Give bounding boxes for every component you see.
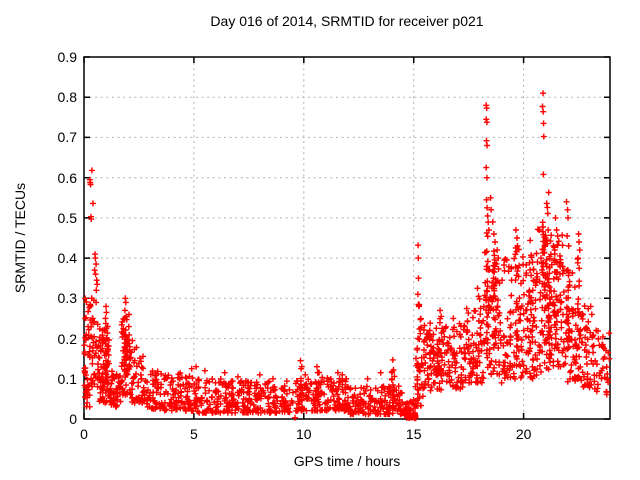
y-tick-label: 0.7 [57, 129, 77, 146]
x-tick-label: 5 [189, 426, 198, 442]
x-axis-label: GPS time / hours [293, 453, 401, 469]
x-tick-label: 15 [405, 426, 422, 442]
y-tick-label: 0.2 [57, 330, 77, 347]
y-tick-label: 0.5 [57, 209, 77, 226]
y-tick-label: 0.9 [57, 49, 77, 65]
y-axis-label: SRMTID / TECUs [12, 182, 28, 294]
plot-border [83, 56, 611, 420]
axis-ticks [83, 56, 610, 420]
y-tick-label: 0.4 [57, 250, 77, 267]
y-tick-label: 0 [69, 411, 77, 427]
y-tick-label: 0.3 [57, 290, 77, 307]
chart-title: Day 016 of 2014, SRMTID for receiver p02… [210, 13, 484, 29]
grid-lines [83, 56, 610, 420]
x-tick-label: 10 [296, 426, 312, 442]
data-points [81, 90, 613, 422]
y-tick-label: 0.8 [57, 89, 77, 106]
y-tick-label: 0.1 [57, 370, 77, 387]
x-tick-label: 20 [515, 426, 532, 442]
x-tick-label: 0 [80, 426, 88, 442]
y-tick-label: 0.6 [57, 169, 77, 186]
